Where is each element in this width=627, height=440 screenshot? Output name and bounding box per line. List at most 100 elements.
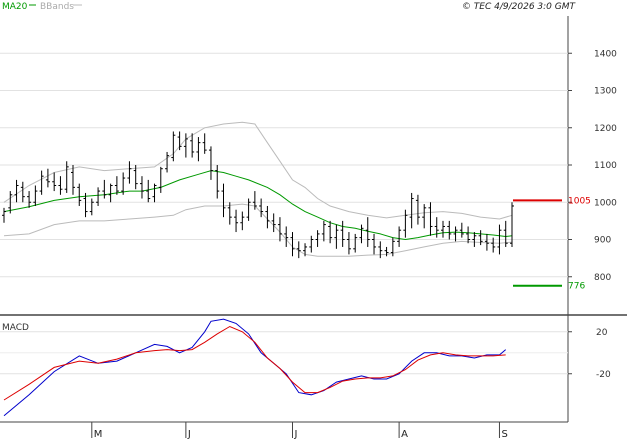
ohlc-bar bbox=[77, 183, 82, 206]
ohlc-bar bbox=[315, 230, 320, 247]
ohlc-bar bbox=[246, 198, 251, 221]
ohlc-bar bbox=[397, 226, 402, 247]
ohlc-bar bbox=[346, 232, 351, 255]
ohlc-bar bbox=[45, 168, 50, 188]
ohlc-bar bbox=[390, 237, 395, 257]
price-grid bbox=[0, 52, 568, 278]
ohlc-bar bbox=[378, 241, 383, 259]
ohlc-bar bbox=[428, 202, 433, 236]
timestamp: © TEC 4/9/2026 3:0 GMT bbox=[462, 2, 577, 12]
macd-grid bbox=[0, 331, 568, 375]
ohlc-bar bbox=[252, 191, 257, 210]
macd-lines bbox=[3, 318, 507, 417]
price-tick-label: 1000 bbox=[594, 198, 617, 208]
ohlc-bar bbox=[409, 192, 414, 229]
bollinger-bands bbox=[3, 121, 513, 257]
ohlc-bar bbox=[96, 187, 101, 206]
ohlc-bar bbox=[2, 207, 6, 223]
ohlc-bar bbox=[102, 179, 107, 199]
ohlc-bar bbox=[234, 209, 239, 233]
ohlc-bar bbox=[403, 209, 408, 238]
ohlc-bar bbox=[108, 183, 113, 203]
resistance-label: 1005 bbox=[568, 196, 591, 206]
ohlc-bar bbox=[89, 198, 94, 216]
ohlc-bar bbox=[171, 131, 176, 162]
ohlc-bar bbox=[114, 176, 119, 195]
ohlc-bar bbox=[491, 237, 496, 253]
ohlc-bar bbox=[434, 217, 439, 238]
ohlc-bar bbox=[221, 183, 226, 218]
ohlc-bar bbox=[466, 226, 471, 244]
ohlc-bar bbox=[39, 170, 44, 195]
price-tick-label: 1100 bbox=[594, 161, 617, 171]
ohlc-bar bbox=[478, 230, 483, 246]
ohlc-bar bbox=[328, 220, 333, 244]
macd-tick-label: 20 bbox=[596, 328, 608, 338]
price-tick-label: 1200 bbox=[594, 124, 617, 134]
ohlc-bar bbox=[14, 179, 19, 203]
support-label: 776 bbox=[568, 282, 585, 292]
ohlc-bar bbox=[139, 176, 144, 199]
ohlc-bar bbox=[303, 243, 308, 257]
month-label: J bbox=[293, 429, 297, 440]
ohlc-bar bbox=[453, 226, 458, 242]
ohlc-bar bbox=[447, 220, 452, 240]
ohlc-bar bbox=[158, 166, 163, 193]
ohlc-bar bbox=[121, 172, 126, 195]
ma20-line bbox=[3, 170, 513, 241]
ohlc-bar bbox=[183, 133, 188, 158]
ohlc-bar bbox=[240, 211, 245, 231]
ohlc-bar bbox=[64, 161, 69, 193]
ohlc-bar bbox=[284, 226, 289, 247]
ohlc-bar bbox=[83, 192, 88, 218]
ohlc-bar bbox=[365, 217, 370, 247]
ohlc-bar bbox=[190, 133, 195, 158]
ohlc-bar bbox=[208, 146, 213, 180]
ohlc-bar bbox=[127, 161, 132, 184]
ohlc-bar bbox=[146, 179, 151, 203]
macd-axis: 20 -20 bbox=[568, 328, 611, 380]
macd-line bbox=[3, 318, 507, 417]
bb-upper-line bbox=[3, 121, 513, 220]
ohlc-bar bbox=[165, 151, 170, 173]
ohlc-bar bbox=[52, 172, 57, 192]
ohlc-bar bbox=[309, 235, 314, 253]
price-tick-label: 800 bbox=[594, 273, 611, 283]
ohlc-bar bbox=[359, 224, 364, 244]
price-tick-label: 1400 bbox=[594, 49, 617, 59]
price-axis: 1400 1300 1200 1100 1000 900 800 bbox=[568, 49, 617, 283]
ohlc-bar bbox=[215, 165, 220, 199]
ohlc-bar bbox=[177, 131, 182, 151]
ohlc-bar bbox=[334, 224, 339, 249]
macd-label: MACD bbox=[2, 323, 29, 333]
ohlc-bar bbox=[202, 133, 207, 154]
macd-signal-line bbox=[3, 325, 506, 401]
ohlc-bar bbox=[422, 204, 427, 229]
ohlc-bar bbox=[8, 191, 13, 214]
ohlc-bar bbox=[296, 241, 301, 259]
month-label: J bbox=[187, 429, 191, 440]
support-resistance: 1005 776 bbox=[513, 196, 591, 292]
legend-ma-label: MA20 bbox=[2, 2, 28, 12]
ohlc-bar bbox=[196, 137, 201, 162]
ohlc-bar bbox=[265, 205, 270, 229]
ohlc-bar bbox=[259, 198, 264, 218]
ohlc-bar bbox=[133, 165, 138, 190]
ohlc-bar bbox=[384, 246, 389, 257]
ohlc-bars bbox=[2, 131, 514, 259]
ohlc-bar bbox=[497, 224, 502, 255]
ohlc-bar bbox=[415, 194, 420, 225]
month-label: M bbox=[94, 429, 103, 440]
ohlc-bar bbox=[27, 191, 32, 208]
ohlc-bar bbox=[472, 232, 477, 247]
ohlc-bar bbox=[484, 233, 489, 251]
ohlc-bar bbox=[227, 202, 232, 225]
ohlc-bar bbox=[33, 185, 38, 206]
ohlc-bar bbox=[340, 220, 345, 247]
ohlc-bar bbox=[353, 233, 358, 253]
ohlc-bar bbox=[58, 176, 63, 195]
ohlc-bar bbox=[459, 222, 464, 238]
price-tick-label: 1300 bbox=[594, 87, 617, 97]
